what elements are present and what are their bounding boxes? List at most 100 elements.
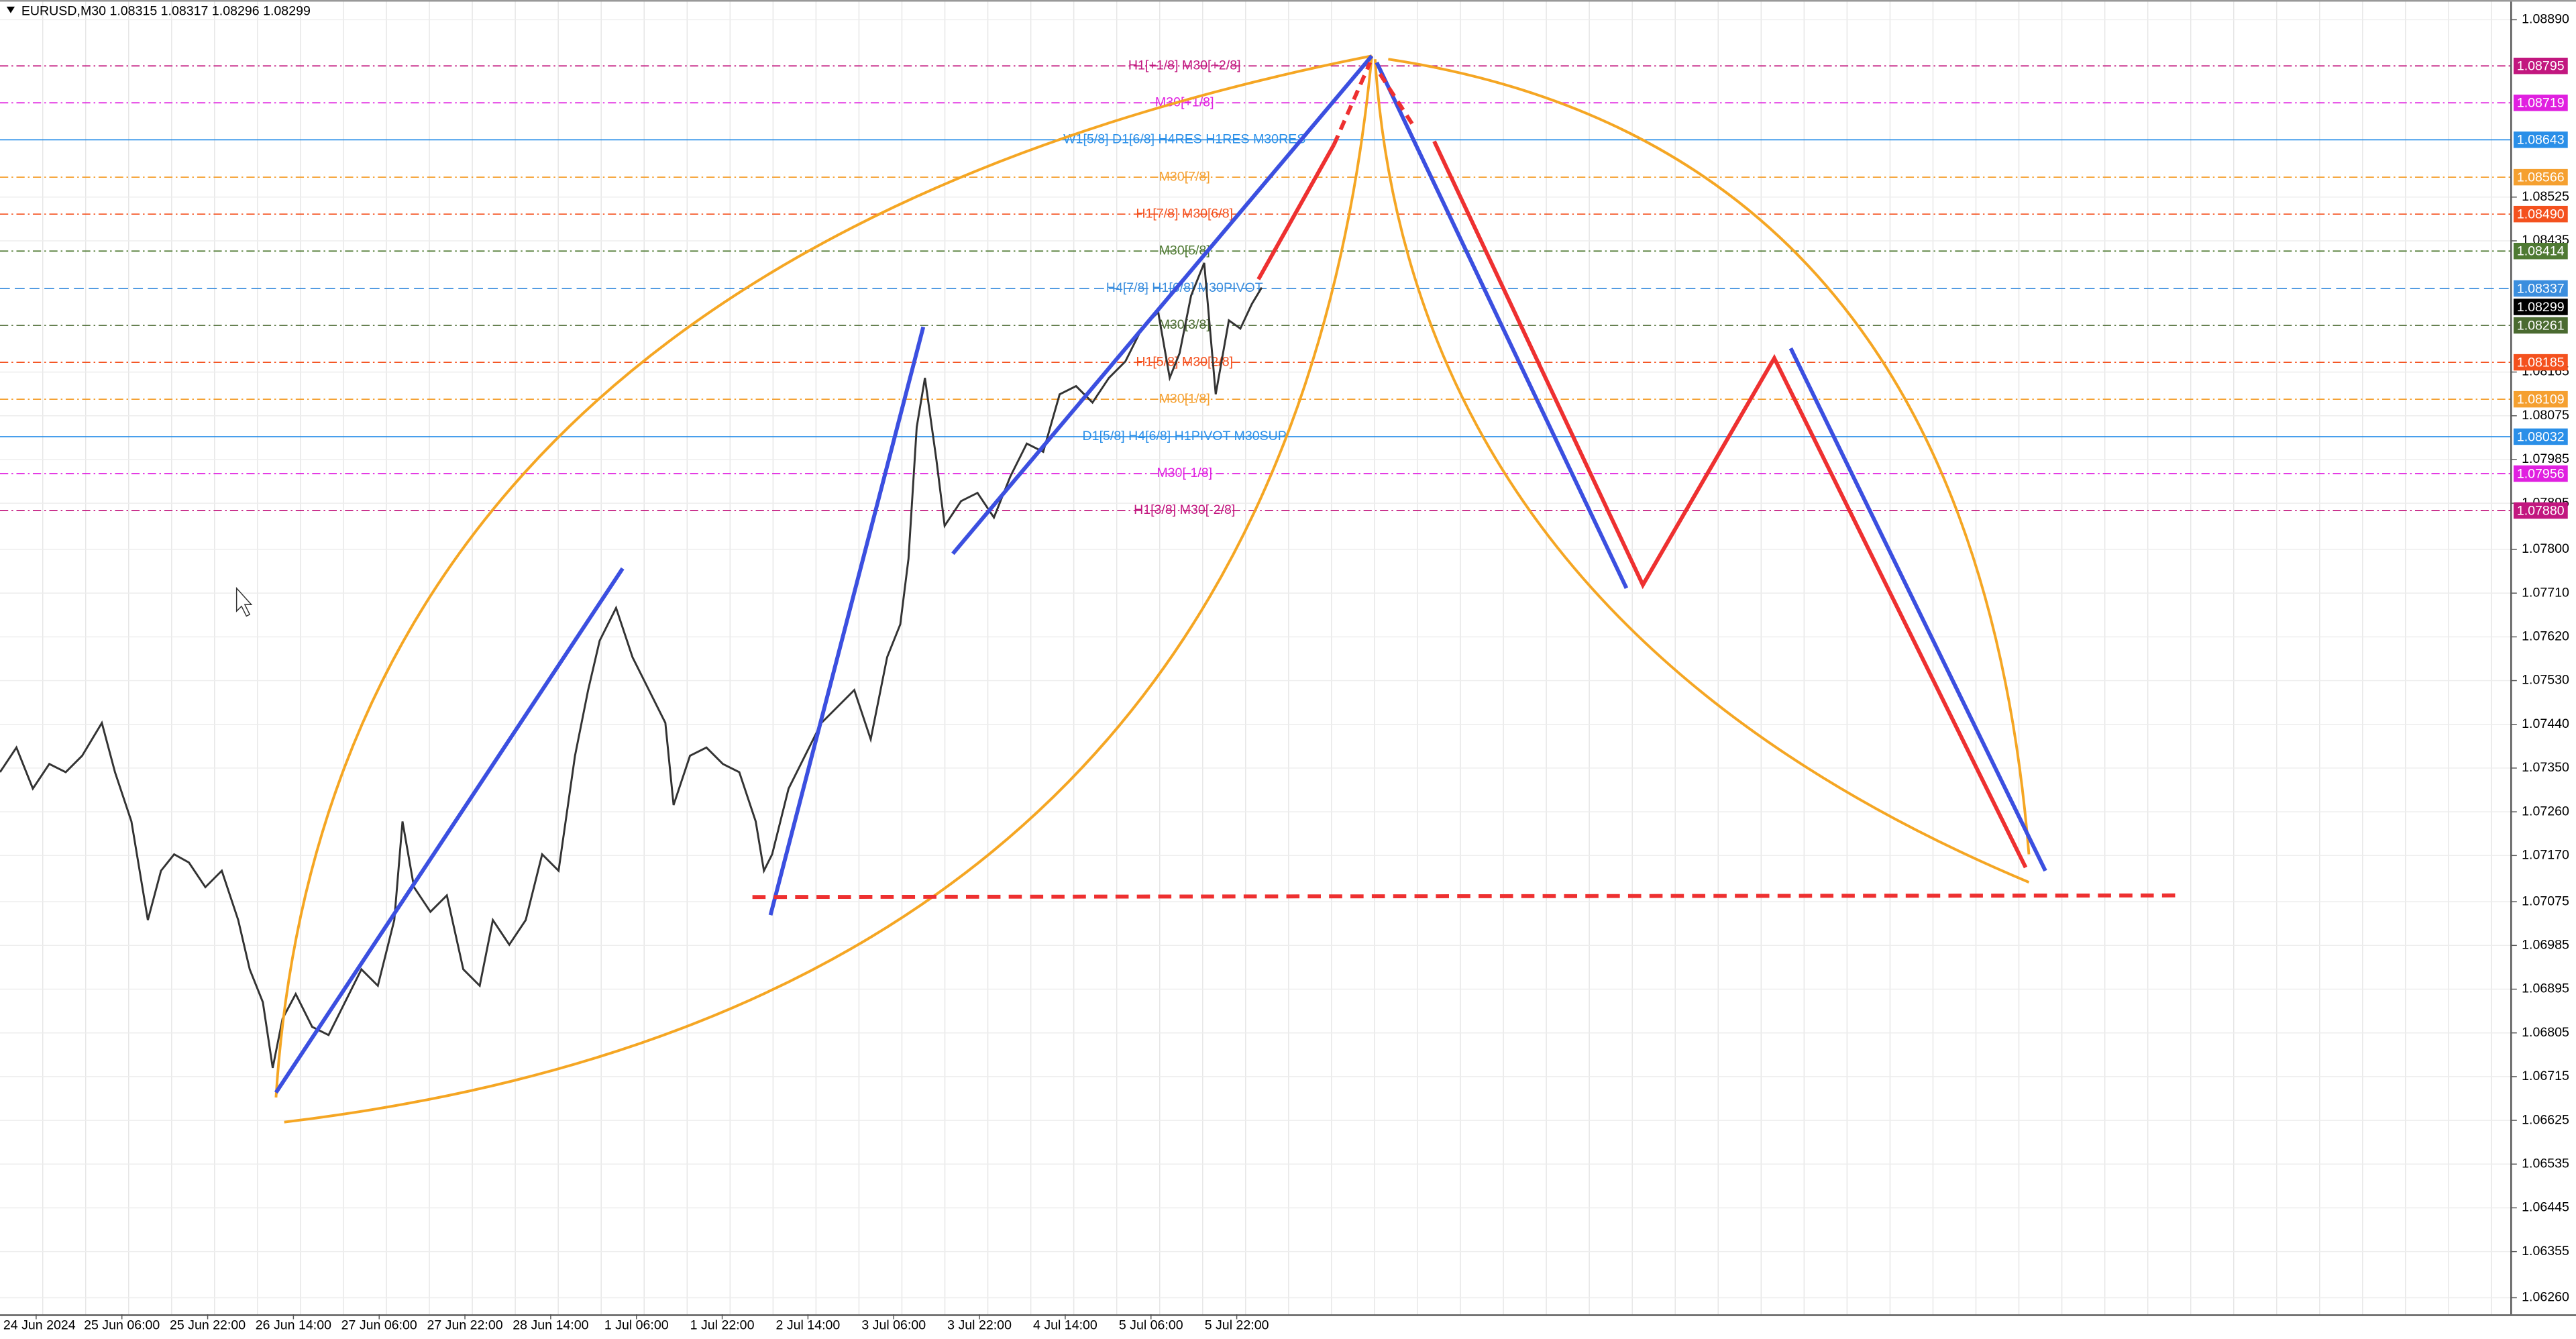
price-tag	[2513, 242, 2568, 260]
time-label: 3 Jul 06:00	[861, 1318, 926, 1333]
arrow	[1256, 144, 1336, 280]
price-label: 1.07075	[2522, 894, 2569, 908]
arc	[1388, 58, 2031, 855]
price-label: 1.06260	[2522, 1290, 2569, 1305]
price-label: 1.06715	[2522, 1069, 2569, 1083]
price-tag-label: 1.07956	[2517, 466, 2565, 481]
price-label: 1.07170	[2522, 847, 2569, 862]
price-tag	[2513, 354, 2568, 371]
price-label: 1.07440	[2522, 716, 2569, 731]
price-tag	[2513, 95, 2568, 111]
header-icon	[6, 6, 15, 13]
drawings	[274, 54, 2177, 1124]
axes: 1.088901.085251.084351.081651.080751.079…	[3, 12, 2569, 1333]
grid	[0, 0, 2511, 1315]
price-tag	[2513, 131, 2568, 148]
price-label: 1.06895	[2522, 981, 2569, 996]
level-label: M30[+1/8]	[1155, 95, 1214, 109]
price-tag	[2513, 465, 2568, 482]
arc	[284, 56, 1373, 1124]
symbol-header: EURUSD,M30 1.08315 1.08317 1.08296 1.082…	[21, 3, 311, 18]
level-label: H1[+1/8] M30[+2/8]	[1128, 58, 1241, 72]
mouse-cursor	[235, 586, 253, 617]
price-axis-bg	[2512, 0, 2576, 1339]
time-label: 25 Jun 22:00	[170, 1318, 246, 1333]
price-label: 1.07530	[2522, 673, 2569, 688]
price-label: 1.07260	[2522, 804, 2569, 818]
price-tag	[2513, 502, 2568, 519]
price-tag-label: 1.08299	[2517, 300, 2565, 315]
level-label: H4[7/8] H1[6/8] M30PIVOT	[1106, 280, 1263, 295]
levels: H1[+1/8] M30[+2/8] M30[+1/8] W1[5/8] D1[6/…	[0, 58, 2511, 517]
time-label: 5 Jul 06:00	[1119, 1318, 1183, 1333]
price-tag	[2513, 168, 2568, 186]
level-label: M30[1/8]	[1159, 391, 1210, 406]
price-tag	[2513, 280, 2568, 297]
price-tag-label: 1.08414	[2517, 244, 2565, 259]
trend-line	[1788, 347, 2047, 872]
price-label: 1.06625	[2522, 1112, 2569, 1127]
time-label: 26 Jun 14:00	[256, 1318, 331, 1333]
price-tag-label: 1.08185	[2517, 355, 2565, 370]
level-label: M30[5/8]	[1159, 243, 1210, 258]
time-label: 28 Jun 14:00	[513, 1318, 588, 1333]
price-tag-label: 1.08490	[2517, 207, 2565, 222]
price-tag-label: 1.07880	[2517, 503, 2565, 518]
price-label: 1.08525	[2522, 189, 2569, 204]
price-tag-label: 1.08795	[2517, 59, 2565, 74]
arrow	[1432, 140, 2028, 869]
level-label: W1[5/8] D1[6/8] H4RES H1RES M30RES	[1063, 132, 1305, 147]
time-label: 3 Jul 22:00	[947, 1318, 1012, 1333]
price-tag-label: 1.08719	[2517, 96, 2565, 111]
price-label: 1.06805	[2522, 1025, 2569, 1040]
support-line	[752, 893, 2177, 900]
level-label: M30[7/8]	[1159, 169, 1210, 184]
time-label: 4 Jul 14:00	[1033, 1318, 1097, 1333]
price-tag-label: 1.08109	[2517, 392, 2565, 407]
price-label: 1.07710	[2522, 585, 2569, 600]
price-tag-label: 1.08566	[2517, 170, 2565, 185]
trend-line	[951, 54, 1374, 555]
price-tag-label: 1.08643	[2517, 133, 2565, 148]
level-label: H1[5/8] M30[2/8]	[1136, 354, 1233, 369]
trend-line	[274, 567, 625, 1094]
price-tag-label: 1.08337	[2517, 281, 2565, 296]
time-label: 25 Jun 06:00	[84, 1318, 160, 1333]
price-label: 1.06355	[2522, 1244, 2569, 1258]
price-label: 1.08890	[2522, 12, 2569, 27]
price-label: 1.06535	[2522, 1156, 2569, 1171]
arrow	[1332, 61, 1373, 146]
level-label: H1[7/8] M30[6/8]	[1136, 206, 1233, 221]
price-label: 1.08075	[2522, 408, 2569, 423]
price-tag-label: 1.08261	[2517, 318, 2565, 333]
price-path	[0, 262, 1263, 1069]
price-label: 1.07620	[2522, 629, 2569, 644]
price-tag	[2513, 390, 2568, 408]
level-label: H1[3/8] M30[-2/8]	[1134, 502, 1235, 517]
price-tag	[2513, 57, 2568, 74]
time-label: 27 Jun 22:00	[427, 1318, 502, 1333]
trend-line	[1375, 61, 1629, 590]
time-label: 2 Jul 14:00	[776, 1318, 841, 1333]
trend-line	[768, 326, 926, 916]
price-tag	[2513, 317, 2568, 334]
price-label: 1.07985	[2522, 451, 2569, 466]
level-label: D1[5/8] H4[6/8] H1PIVOT M30SUP	[1083, 429, 1287, 443]
level-label: M30[-1/8]	[1157, 466, 1212, 480]
arrow	[1378, 72, 1415, 126]
time-label: 5 Jul 22:00	[1205, 1318, 1269, 1333]
time-label: 1 Jul 06:00	[604, 1318, 669, 1333]
arc	[1373, 59, 2030, 883]
arc	[274, 54, 1373, 1098]
price-label: 1.06445	[2522, 1200, 2569, 1215]
price-label: 1.06985	[2522, 937, 2569, 952]
price-label: 1.07800	[2522, 541, 2569, 556]
price-tag-label: 1.08032	[2517, 429, 2565, 444]
time-label: 1 Jul 22:00	[690, 1318, 755, 1333]
time-label: 24 Jun 2024	[3, 1318, 76, 1333]
price-tag	[2513, 205, 2568, 223]
price-label: 1.07350	[2522, 760, 2569, 775]
time-label: 27 Jun 06:00	[341, 1318, 417, 1333]
price-tag	[2513, 428, 2568, 445]
